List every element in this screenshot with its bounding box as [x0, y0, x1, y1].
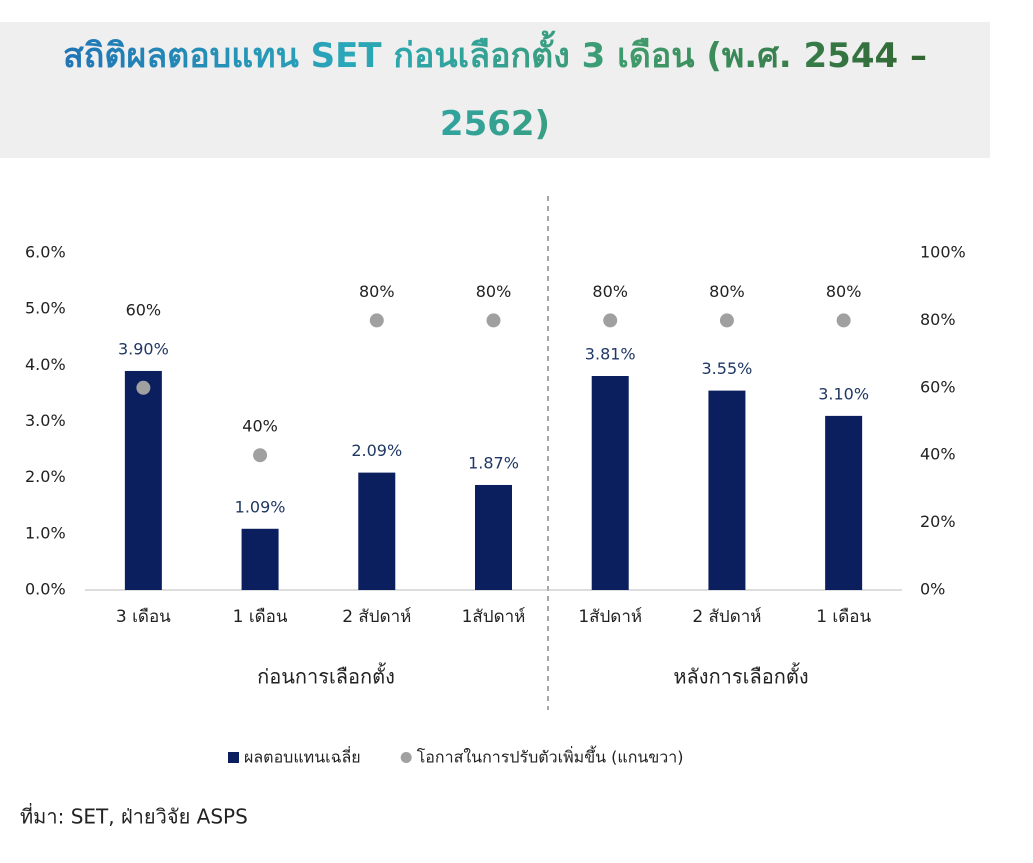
chart-title: สถิติผลตอบแทน SET ก่อนเลือกตั้ง 3 เดือน …	[20, 22, 970, 158]
bar	[475, 484, 512, 590]
x-tick-label: 2 สัปดาห์	[342, 607, 411, 627]
dot	[603, 313, 618, 328]
legend-label: โอกาสในการปรับตัวเพิ่มขึ้น (แกนขวา)	[417, 746, 684, 767]
bar-value-label: 3.90%	[118, 339, 169, 358]
bar	[358, 472, 396, 590]
source: ที่มา: SET, ฝ่ายวิจัย ASPS	[20, 803, 248, 829]
legend-label: ผลตอบแทนเฉลี่ย	[244, 746, 361, 767]
y2-tick-label: 80%	[920, 310, 956, 329]
x-tick-label: 3 เดือน	[116, 607, 171, 627]
dot-value-label: 40%	[242, 417, 278, 436]
y-tick-label: 5.0%	[25, 299, 66, 318]
y2-tick-label: 0%	[920, 580, 945, 599]
bar-value-label: 1.87%	[468, 453, 519, 472]
bar	[708, 390, 746, 590]
legend-swatch	[400, 752, 412, 763]
bar-value-label: 3.55%	[702, 359, 753, 378]
y-tick-label: 3.0%	[25, 411, 66, 430]
dot-value-label: 60%	[126, 300, 162, 319]
dot-value-label: 80%	[592, 282, 628, 301]
header-band	[0, 22, 990, 158]
dot	[486, 313, 501, 328]
x-tick-label: 2 สัปดาห์	[692, 607, 761, 627]
dot	[253, 448, 268, 463]
bar-value-label: 3.81%	[585, 345, 636, 364]
bar-value-label: 3.10%	[818, 384, 869, 403]
dot	[719, 313, 734, 328]
y-tick-label: 2.0%	[25, 467, 66, 486]
dot	[836, 313, 851, 328]
group-label: ก่อนการเลือกตั้ง	[257, 663, 395, 689]
bar	[124, 370, 162, 590]
bar	[825, 415, 863, 590]
dot-value-label: 80%	[709, 282, 745, 301]
y2-tick-label: 100%	[920, 243, 966, 262]
dot	[369, 313, 384, 328]
y-tick-label: 0.0%	[25, 580, 66, 599]
bar	[241, 528, 279, 590]
bar-value-label: 1.09%	[235, 497, 286, 516]
y2-tick-label: 40%	[920, 445, 956, 464]
x-tick-label: 1สัปดาห์	[462, 607, 526, 627]
bar-value-label: 2.09%	[351, 441, 402, 460]
dot-value-label: 80%	[826, 282, 862, 301]
group-label: หลังการเลือกตั้ง	[673, 663, 808, 689]
y-tick-label: 6.0%	[25, 243, 66, 262]
y-tick-label: 4.0%	[25, 355, 66, 374]
bar	[591, 376, 629, 590]
y2-tick-label: 20%	[920, 512, 956, 531]
y-tick-label: 1.0%	[25, 523, 66, 542]
x-tick-label: 1 เดือน	[816, 607, 871, 627]
dot-value-label: 80%	[476, 282, 512, 301]
x-tick-label: 1สัปดาห์	[578, 607, 642, 627]
dot-value-label: 80%	[359, 282, 395, 301]
x-tick-label: 1 เดือน	[233, 607, 288, 627]
dot	[136, 380, 151, 395]
y2-tick-label: 60%	[920, 377, 956, 396]
legend-swatch	[228, 752, 239, 763]
